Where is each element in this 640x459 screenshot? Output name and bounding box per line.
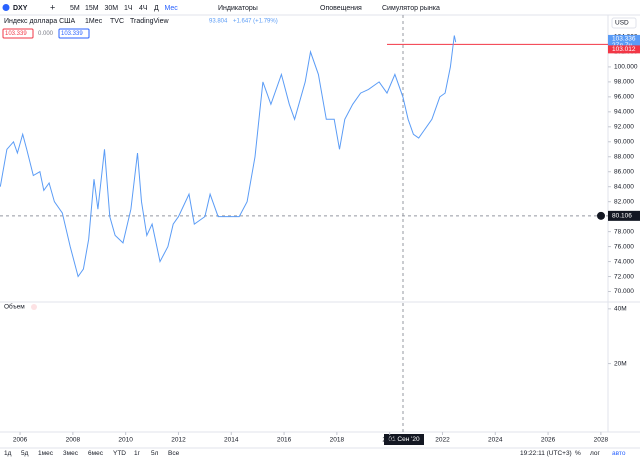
bid: 103.339	[5, 31, 27, 37]
x-tick-label: 2018	[330, 437, 345, 444]
x-tick-label: 2006	[13, 437, 28, 444]
x-tick-label: 2012	[171, 437, 186, 444]
currency[interactable]: USD	[615, 20, 629, 27]
range-button[interactable]: 5д	[21, 450, 29, 457]
interval-button[interactable]: Мес	[165, 5, 179, 12]
legend-price: 93.804	[209, 19, 228, 25]
interval-button[interactable]: 5М	[70, 5, 80, 12]
top-toolbar	[0, 0, 640, 15]
y-tick-label: 98.000	[614, 79, 634, 86]
range-button[interactable]: 1г	[134, 450, 141, 457]
volume-tick-label: 40M	[614, 306, 627, 313]
add-symbol[interactable]: +	[50, 2, 55, 12]
x-tick-label: 2022	[435, 437, 450, 444]
ask-box	[58, 28, 90, 39]
x-tick-label: 2014	[224, 437, 239, 444]
legend-source: TVC	[110, 18, 124, 25]
x-tick-label: 2008	[66, 437, 81, 444]
symbol-icon	[2, 4, 10, 11]
range-button[interactable]: 3мес	[63, 450, 79, 457]
y-tick-label: 84.000	[614, 183, 634, 190]
alerts-button[interactable]: Оповещения	[320, 5, 362, 12]
interval-button[interactable]: 15М	[85, 5, 99, 12]
currency-button[interactable]	[611, 17, 637, 29]
bid-box	[2, 28, 34, 39]
log-toggle[interactable]: лог	[590, 450, 600, 457]
y-tick-label: 86.000	[614, 168, 634, 175]
y-tick-label: 92.000	[614, 124, 634, 131]
x-tick-label: 2020	[382, 437, 397, 444]
price-line-badge	[608, 45, 640, 54]
volume-label: Объем	[4, 303, 25, 311]
interval-button[interactable]: 1Ч	[124, 5, 133, 12]
crosshair-plus[interactable]	[597, 211, 605, 220]
interval-button[interactable]: 4Ч	[139, 5, 148, 12]
volume-tick-label: 20M	[614, 360, 627, 367]
interval-button[interactable]: 30М	[105, 5, 119, 12]
y-tick-label: 94.000	[614, 109, 634, 116]
legend-interval: 1Мес	[85, 18, 103, 25]
y-tick-label: 90.000	[614, 138, 634, 145]
x-tick-label: 2010	[118, 437, 133, 444]
volume-icon	[31, 304, 37, 310]
price-line-series	[0, 35, 457, 278]
auto-toggle[interactable]: авто	[612, 450, 626, 457]
range-button[interactable]: Все	[168, 450, 180, 457]
y-tick-label: 74.000	[614, 258, 634, 265]
x-tick-label: 2024	[488, 437, 503, 444]
price-line-label: 103.012	[612, 46, 636, 53]
replay-button[interactable]: Симулятор рынка	[382, 5, 440, 12]
crosshair-price-badge	[608, 210, 640, 221]
y-tick-label: 82.000	[614, 198, 634, 205]
y-tick-label: 70.000	[614, 288, 634, 295]
x-tick-label: 2016	[277, 437, 292, 444]
y-tick-label: 76.000	[614, 243, 634, 250]
range-buttons: 1д 5д 1мес 3мес 6мес YTD 1г 5л Все	[4, 450, 180, 457]
range-button[interactable]: 6мес	[88, 450, 104, 457]
indicators-button[interactable]: Индикаторы	[218, 5, 258, 12]
interval-button[interactable]: Д	[154, 5, 159, 12]
intervals: 5М 15М 30М 1Ч 4Ч Д Мес	[70, 5, 178, 12]
legend-provider: TradingView	[130, 18, 169, 25]
spread: 0.000	[38, 31, 54, 37]
legend-change: +1.647 (+1.79%)	[233, 19, 278, 25]
range-button[interactable]: 5л	[151, 450, 159, 457]
legend-title: Индекс доллара США	[4, 18, 76, 25]
crosshair-price: 80.106	[612, 213, 632, 220]
range-button[interactable]: 1д	[4, 450, 12, 457]
x-tick-label: 2026	[541, 437, 556, 444]
y-tick-label: 100.000	[614, 64, 638, 71]
crosshair-time: 01 Сен '20	[388, 436, 420, 443]
ask: 103.339	[61, 31, 83, 37]
last-price: 103.336	[612, 36, 636, 43]
crosshair-time-badge	[384, 434, 424, 445]
percent-toggle[interactable]: %	[575, 450, 581, 457]
y-tick-label: 72.000	[614, 273, 634, 280]
range-button[interactable]: YTD	[113, 450, 126, 457]
y-tick-label: 88.000	[614, 153, 634, 160]
y-tick-label: 78.000	[614, 228, 634, 235]
x-tick-label: 2028	[594, 437, 609, 444]
clock: 19:22:11 (UTC+3)	[520, 450, 572, 457]
range-button[interactable]: 1мес	[38, 450, 54, 457]
symbol[interactable]: DXY	[13, 5, 28, 12]
y-tick-label: 96.000	[614, 94, 634, 101]
